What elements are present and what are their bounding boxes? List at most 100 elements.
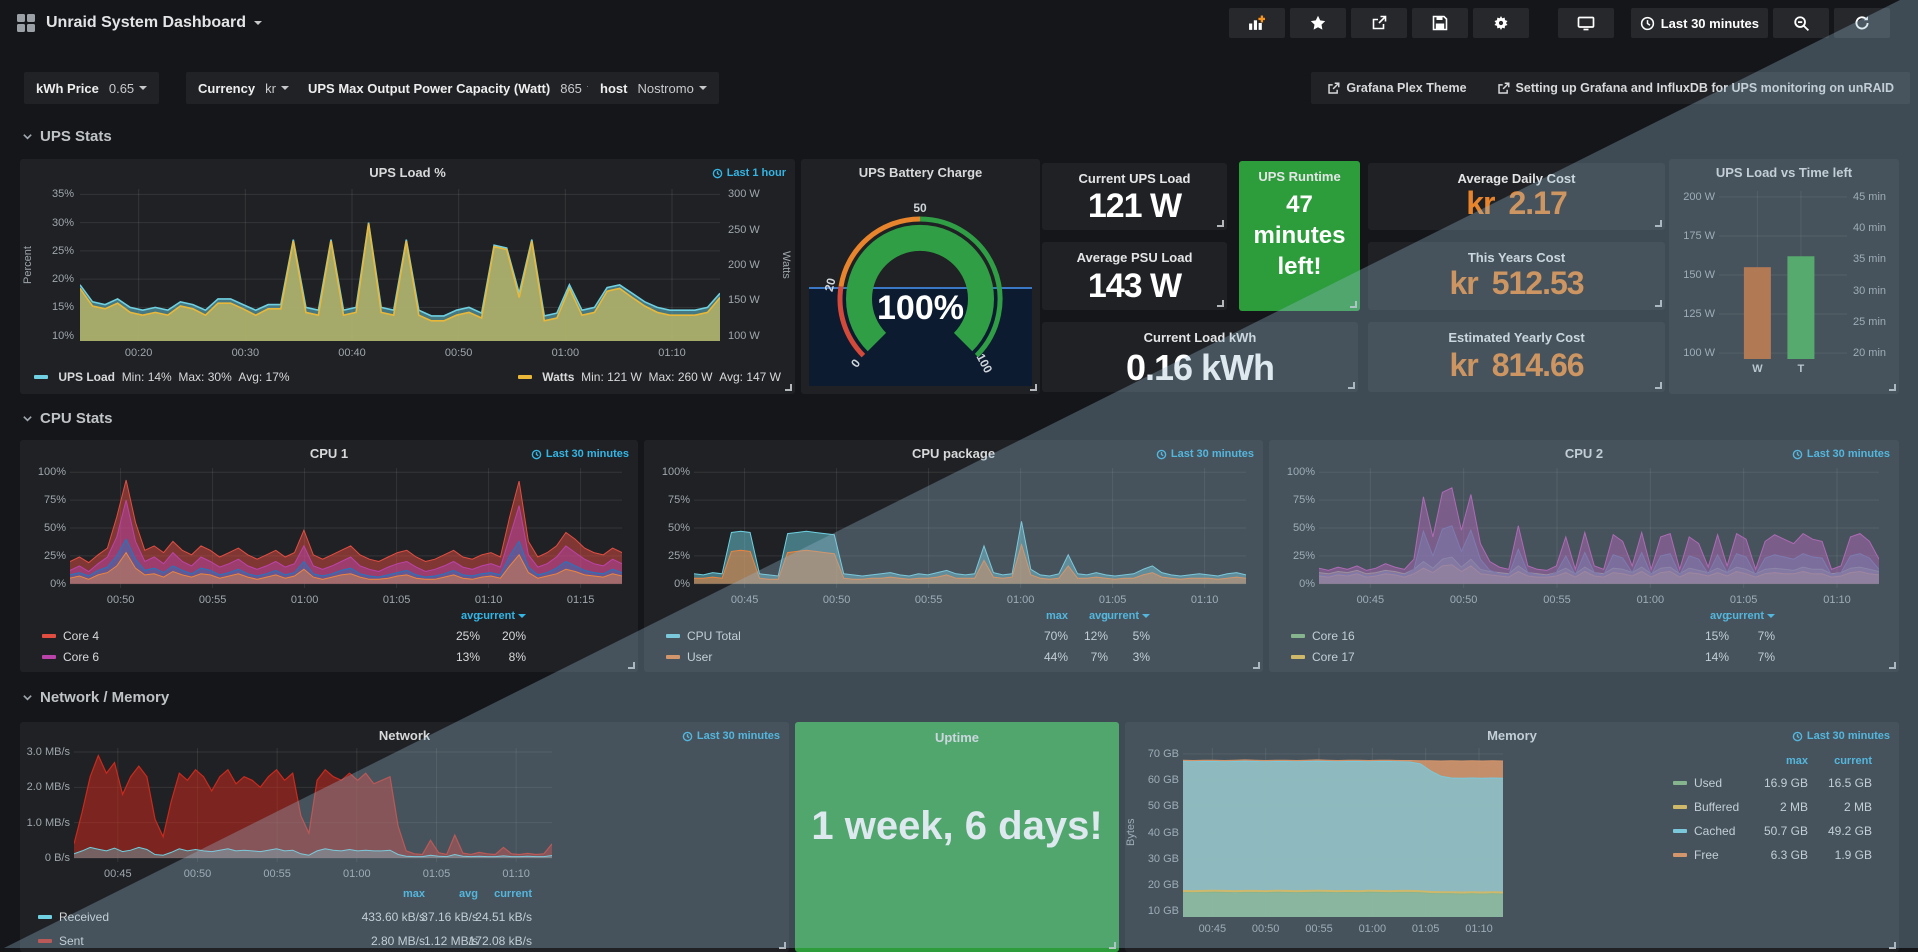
- legend-item[interactable]: Core 4: [42, 629, 99, 643]
- legend-header-current[interactable]: current: [1085, 610, 1150, 622]
- y-axis-ticks: 3.0 MB/s 2.0 MB/s 1.0 MB/s 0 B/s: [22, 746, 70, 864]
- legend-item-ups-load[interactable]: UPS Load Min: 14% Max: 30% Avg: 17%: [34, 370, 290, 384]
- stat-title[interactable]: Current UPS Load: [1078, 171, 1191, 186]
- panel-estimated-yearly-cost: Estimated Yearly Cost kr 814.66: [1368, 322, 1665, 392]
- link-grafana-influxdb-setup[interactable]: Setting up Grafana and InfluxDB for UPS …: [1497, 81, 1894, 95]
- panel-title[interactable]: UPS Load %: [369, 165, 446, 180]
- legend-header-current[interactable]: current: [1710, 610, 1775, 622]
- dashboard-title[interactable]: Unraid System Dashboard: [46, 14, 263, 32]
- axis-tick: 00:50: [106, 594, 135, 606]
- axis-tick: 00:45: [1356, 594, 1385, 606]
- link-grafana-plex-theme[interactable]: Grafana Plex Theme: [1327, 81, 1467, 95]
- stat-title[interactable]: Average Daily Cost: [1457, 171, 1576, 186]
- axis-tick: 30 min: [1853, 284, 1887, 297]
- chevron-down-icon: [22, 131, 33, 142]
- axis-tick: 50 GB: [1147, 800, 1179, 813]
- panel-title[interactable]: CPU 2: [1564, 446, 1604, 461]
- panel-time-range[interactable]: Last 30 minutes: [682, 730, 780, 742]
- variable-host[interactable]: host Nostromo: [588, 72, 719, 104]
- panel-time-range[interactable]: Last 30 minutes: [531, 448, 629, 460]
- panel-title[interactable]: UPS Battery Charge: [858, 165, 983, 180]
- panel-time-range[interactable]: Last 1 hour: [712, 167, 786, 179]
- axis-tick: 00:45: [104, 868, 132, 880]
- legend-item[interactable]: Buffered: [1673, 800, 1739, 814]
- time-range-picker[interactable]: Last 30 minutes: [1630, 8, 1768, 38]
- cpu2-chart[interactable]: [1319, 468, 1879, 588]
- axis-tick: 300 W: [728, 188, 760, 201]
- legend-header-max[interactable]: max: [402, 888, 425, 900]
- ups-load-chart[interactable]: [80, 189, 720, 341]
- panel-time-range[interactable]: Last 30 minutes: [1156, 448, 1254, 460]
- stat-title[interactable]: UPS Runtime: [1258, 169, 1341, 184]
- stat-title[interactable]: Uptime: [934, 730, 980, 745]
- legend-header-avg[interactable]: avg: [459, 888, 478, 900]
- star-icon: [1310, 15, 1326, 31]
- legend-item[interactable]: CPU Total: [666, 629, 741, 643]
- memory-chart[interactable]: [1183, 748, 1503, 917]
- section-cpu-stats[interactable]: CPU Stats: [22, 410, 113, 427]
- stat-value: 143 W: [1087, 267, 1182, 305]
- legend-item[interactable]: Cached: [1673, 824, 1735, 838]
- legend-header-max[interactable]: max: [1785, 755, 1808, 767]
- chevron-down-icon: [280, 86, 289, 90]
- save-button[interactable]: [1411, 8, 1468, 38]
- add-panel-button[interactable]: [1228, 8, 1285, 38]
- legend-item-watts[interactable]: Watts Min: 121 W Max: 260 W Avg: 147 W: [517, 370, 781, 384]
- x-axis-ticks: 00:45 00:50 00:55 01:00 01:05 01:10: [694, 594, 1246, 608]
- axis-tick: 00:55: [1305, 923, 1333, 935]
- panel-time-range[interactable]: Last 30 minutes: [1792, 448, 1890, 460]
- settings-button[interactable]: [1472, 8, 1529, 38]
- share-button[interactable]: [1350, 8, 1407, 38]
- panel-title[interactable]: UPS Load vs Time left: [1715, 165, 1853, 180]
- panel-time-range[interactable]: Last 30 minutes: [1792, 730, 1890, 742]
- panel-title[interactable]: CPU package: [911, 446, 996, 461]
- legend-item[interactable]: Core 17: [1291, 650, 1355, 664]
- variable-kwh-price[interactable]: kWh Price 0.65: [24, 72, 160, 104]
- legend-value: 37.16 kB/s: [421, 910, 478, 924]
- panel-uptime: Uptime 1 week, 6 days!: [795, 722, 1119, 952]
- legend-item[interactable]: Sent: [38, 934, 84, 948]
- legend-value: 14%: [1704, 650, 1729, 664]
- panel-title[interactable]: Network: [378, 728, 431, 743]
- section-network-memory[interactable]: Network / Memory: [22, 689, 169, 706]
- legend-item[interactable]: Received: [38, 910, 109, 924]
- variable-currency[interactable]: Currency kr: [186, 72, 301, 104]
- legend-header-current[interactable]: current: [1834, 755, 1872, 767]
- legend-header-max[interactable]: max: [1045, 610, 1068, 622]
- axis-tick: 01:10: [1823, 594, 1851, 606]
- legend-item[interactable]: Core 16: [1291, 629, 1355, 643]
- ups-bars-chart[interactable]: [1719, 191, 1847, 359]
- stat-title[interactable]: Estimated Yearly Cost: [1448, 330, 1585, 345]
- stat-value: 121 W: [1087, 187, 1182, 225]
- refresh-button[interactable]: [1834, 8, 1890, 38]
- zoom-out-button[interactable]: [1773, 8, 1829, 38]
- star-button[interactable]: [1289, 8, 1346, 38]
- cpu-package-chart[interactable]: [694, 468, 1246, 588]
- legend-value: 24.51 kB/s: [475, 910, 532, 924]
- panel-title[interactable]: Memory: [1487, 728, 1537, 743]
- legend-item[interactable]: Used: [1673, 776, 1722, 790]
- legend-header-current[interactable]: current: [494, 888, 532, 900]
- cpu1-chart[interactable]: [70, 468, 622, 588]
- legend-value: 25%: [455, 629, 480, 643]
- legend-item[interactable]: Core 6: [42, 650, 99, 664]
- legend-item[interactable]: Free: [1673, 848, 1719, 862]
- variable-label: host: [600, 80, 628, 96]
- grid-logo-icon[interactable]: [16, 13, 36, 33]
- axis-tick: 100 W: [728, 329, 760, 342]
- panel-current-load-kwh: Current Load kWh 0.16 kWh: [1042, 322, 1358, 392]
- section-ups-stats[interactable]: UPS Stats: [22, 128, 112, 145]
- cycle-view-button[interactable]: [1557, 8, 1614, 38]
- legend-value: 6.3 GB: [1770, 848, 1808, 862]
- axis-tick: 00:45: [1198, 923, 1227, 935]
- y-axis-ticks: 200 W 175 W 150 W 125 W 100 W: [1673, 191, 1715, 359]
- stat-title[interactable]: Average PSU Load: [1076, 250, 1193, 265]
- stat-title[interactable]: This Years Cost: [1467, 250, 1566, 265]
- variable-ups-max-output[interactable]: UPS Max Output Power Capacity (Watt) 865: [296, 72, 607, 104]
- panel-title[interactable]: CPU 1: [309, 446, 349, 461]
- legend-header-current[interactable]: current: [461, 610, 526, 622]
- legend-item[interactable]: User: [666, 650, 712, 664]
- network-chart[interactable]: [74, 748, 552, 862]
- stat-title[interactable]: Current Load kWh: [1143, 330, 1257, 345]
